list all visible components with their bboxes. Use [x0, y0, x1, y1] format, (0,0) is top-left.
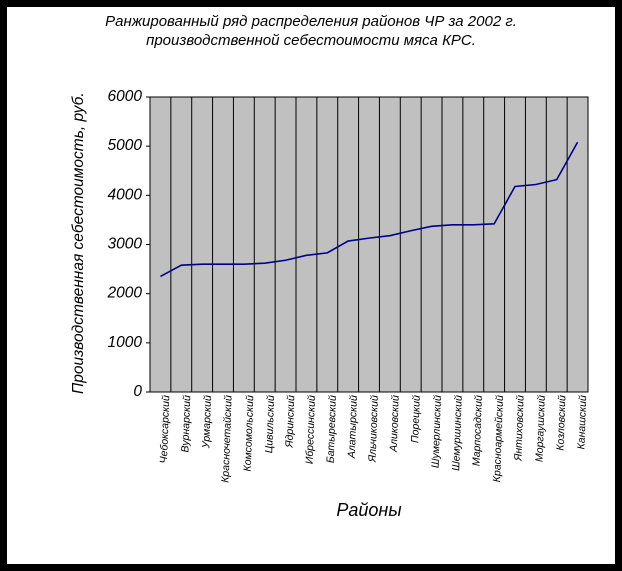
- svg-text:5000: 5000: [108, 137, 143, 154]
- svg-text:1000: 1000: [108, 334, 143, 351]
- svg-text:0: 0: [133, 383, 142, 400]
- svg-text:4000: 4000: [108, 186, 143, 203]
- svg-text:6000: 6000: [108, 88, 143, 105]
- svg-text:3000: 3000: [108, 236, 143, 253]
- svg-text:2000: 2000: [107, 285, 143, 302]
